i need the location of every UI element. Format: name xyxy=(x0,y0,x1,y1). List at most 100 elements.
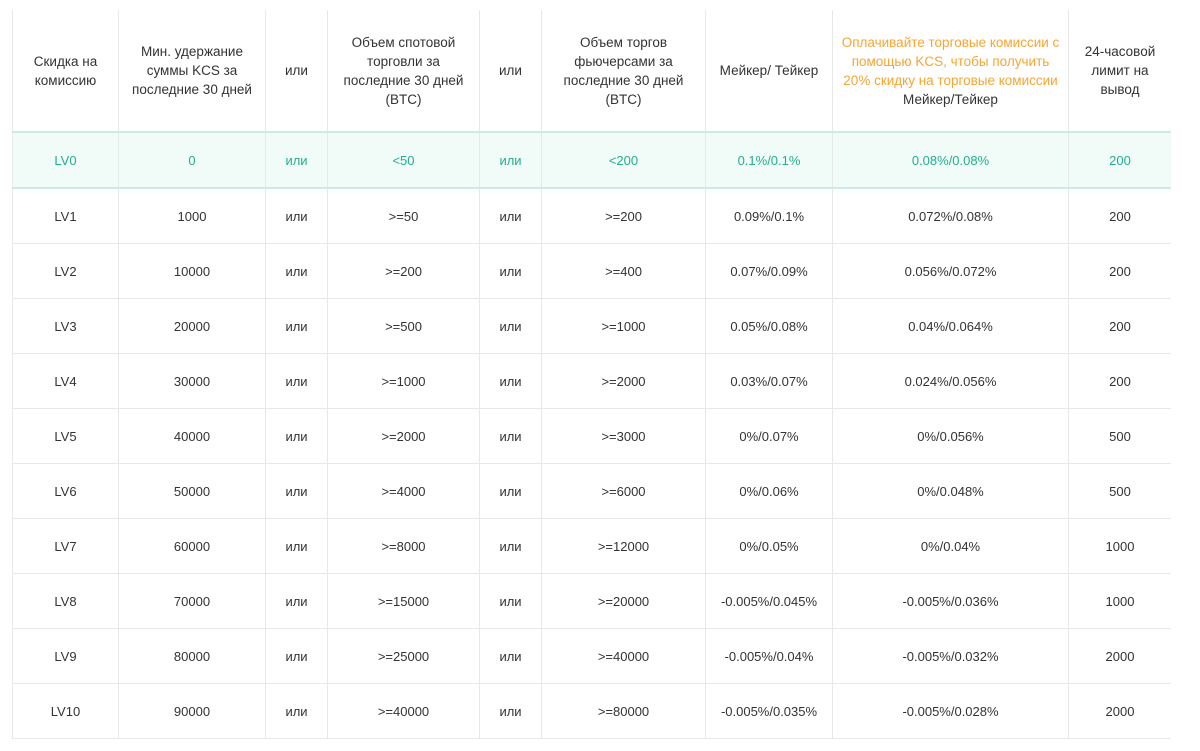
cell-or: или xyxy=(265,573,328,629)
cell-limit: 2000 xyxy=(1068,628,1171,684)
cell-or: или xyxy=(479,463,542,519)
header-row: Скидка на комиссию Мин. удержание суммы … xyxy=(12,10,1171,133)
cell-fee: 0.05%/0.08% xyxy=(705,298,833,354)
header-discount: Скидка на комиссию xyxy=(12,10,119,133)
cell-or: или xyxy=(479,628,542,684)
header-spot-volume: Объем спотовой торговли за последние 30 … xyxy=(327,10,480,133)
cell-level: LV7 xyxy=(12,518,119,574)
table-row: LV8 70000 или >=15000 или >=20000 -0.005… xyxy=(12,573,1171,629)
cell-fee: 0.1%/0.1% xyxy=(705,131,833,189)
cell-spot: <50 xyxy=(327,131,480,189)
cell-limit: 1000 xyxy=(1068,573,1171,629)
cell-kcs-fee: 0.04%/0.064% xyxy=(832,298,1069,354)
fee-tier-table-container: Скидка на комиссию Мин. удержание суммы … xyxy=(12,10,1171,751)
cell-limit: 200 xyxy=(1068,353,1171,409)
cell-or: или xyxy=(479,298,542,354)
table-row: LV9 80000 или >=25000 или >=40000 -0.005… xyxy=(12,628,1171,684)
cell-spot: >=200 xyxy=(327,243,480,299)
cell-or: или xyxy=(479,353,542,409)
cell-kcs-fee: -0.005%/0.036% xyxy=(832,573,1069,629)
table-row: LV3 20000 или >=500 или >=1000 0.05%/0.0… xyxy=(12,298,1171,354)
kcs-maker-taker-label: Мейкер/Тейкер xyxy=(903,91,998,107)
cell-or: или xyxy=(265,187,328,244)
cell-or: или xyxy=(479,518,542,574)
cell-or: или xyxy=(479,243,542,299)
cell-spot: >=8000 xyxy=(327,518,480,574)
table-row: LV1 1000 или >=50 или >=200 0.09%/0.1% 0… xyxy=(12,187,1171,244)
cell-futures: >=12000 xyxy=(541,518,706,574)
cell-futures: >=6000 xyxy=(541,463,706,519)
cell-kcs-fee: 0%/0.04% xyxy=(832,518,1069,574)
header-or-1: или xyxy=(265,10,328,133)
cell-limit: 200 xyxy=(1068,131,1171,189)
fee-tier-table: Скидка на комиссию Мин. удержание суммы … xyxy=(12,10,1171,739)
cell-spot: >=2000 xyxy=(327,408,480,464)
cell-kcs-fee: 0.024%/0.056% xyxy=(832,353,1069,409)
cell-limit: 500 xyxy=(1068,463,1171,519)
cell-level: LV0 xyxy=(12,131,119,189)
table-header: Скидка на комиссию Мин. удержание суммы … xyxy=(12,10,1171,133)
cell-level: LV1 xyxy=(12,187,119,244)
cell-kcs: 1000 xyxy=(118,187,266,244)
cell-kcs: 60000 xyxy=(118,518,266,574)
cell-kcs-fee: -0.005%/0.032% xyxy=(832,628,1069,684)
cell-kcs: 40000 xyxy=(118,408,266,464)
cell-fee: 0.03%/0.07% xyxy=(705,353,833,409)
cell-kcs-fee: 0.072%/0.08% xyxy=(832,187,1069,244)
cell-kcs: 50000 xyxy=(118,463,266,519)
cell-futures: <200 xyxy=(541,131,706,189)
cell-or: или xyxy=(265,243,328,299)
cell-or: или xyxy=(265,628,328,684)
cell-limit: 500 xyxy=(1068,408,1171,464)
table-row: LV2 10000 или >=200 или >=400 0.07%/0.09… xyxy=(12,243,1171,299)
cell-fee: -0.005%/0.04% xyxy=(705,628,833,684)
cell-futures: >=3000 xyxy=(541,408,706,464)
cell-spot: >=1000 xyxy=(327,353,480,409)
cell-fee: 0%/0.07% xyxy=(705,408,833,464)
cell-kcs: 90000 xyxy=(118,683,266,739)
header-withdraw-limit: 24-часовой лимит на вывод xyxy=(1068,10,1171,133)
cell-spot: >=4000 xyxy=(327,463,480,519)
cell-or: или xyxy=(265,683,328,739)
cell-futures: >=400 xyxy=(541,243,706,299)
cell-limit: 200 xyxy=(1068,243,1171,299)
cell-or: или xyxy=(265,408,328,464)
header-or-2: или xyxy=(479,10,542,133)
table-body: LV0 0 или <50 или <200 0.1%/0.1% 0.08%/0… xyxy=(12,131,1171,739)
table-row: LV7 60000 или >=8000 или >=12000 0%/0.05… xyxy=(12,518,1171,574)
table-row: LV4 30000 или >=1000 или >=2000 0.03%/0.… xyxy=(12,353,1171,409)
cell-kcs: 0 xyxy=(118,131,266,189)
cell-or: или xyxy=(265,131,328,189)
cell-or: или xyxy=(479,683,542,739)
header-futures-volume: Объем торгов фьючерсами за последние 30 … xyxy=(541,10,706,133)
cell-limit: 1000 xyxy=(1068,518,1171,574)
cell-kcs-fee: 0%/0.056% xyxy=(832,408,1069,464)
cell-level: LV6 xyxy=(12,463,119,519)
cell-kcs: 70000 xyxy=(118,573,266,629)
cell-futures: >=1000 xyxy=(541,298,706,354)
table-row: LV5 40000 или >=2000 или >=3000 0%/0.07%… xyxy=(12,408,1171,464)
cell-level: LV3 xyxy=(12,298,119,354)
cell-futures: >=200 xyxy=(541,187,706,244)
cell-level: LV8 xyxy=(12,573,119,629)
cell-level: LV10 xyxy=(12,683,119,739)
cell-kcs: 30000 xyxy=(118,353,266,409)
cell-spot: >=25000 xyxy=(327,628,480,684)
cell-or: или xyxy=(265,463,328,519)
cell-futures: >=80000 xyxy=(541,683,706,739)
table-row: LV0 0 или <50 или <200 0.1%/0.1% 0.08%/0… xyxy=(12,131,1171,189)
cell-futures: >=2000 xyxy=(541,353,706,409)
cell-fee: 0.09%/0.1% xyxy=(705,187,833,244)
cell-spot: >=15000 xyxy=(327,573,480,629)
cell-kcs-fee: -0.005%/0.028% xyxy=(832,683,1069,739)
header-min-kcs: Мин. удержание суммы KCS за последние 30… xyxy=(118,10,266,133)
cell-or: или xyxy=(265,353,328,409)
cell-level: LV4 xyxy=(12,353,119,409)
cell-kcs-fee: 0.08%/0.08% xyxy=(832,131,1069,189)
cell-spot: >=500 xyxy=(327,298,480,354)
cell-limit: 200 xyxy=(1068,187,1171,244)
cell-or: или xyxy=(479,187,542,244)
cell-kcs: 10000 xyxy=(118,243,266,299)
header-kcs-fee: Оплачивайте торговые комиссии с помощью … xyxy=(832,10,1069,133)
table-row: LV6 50000 или >=4000 или >=6000 0%/0.06%… xyxy=(12,463,1171,519)
